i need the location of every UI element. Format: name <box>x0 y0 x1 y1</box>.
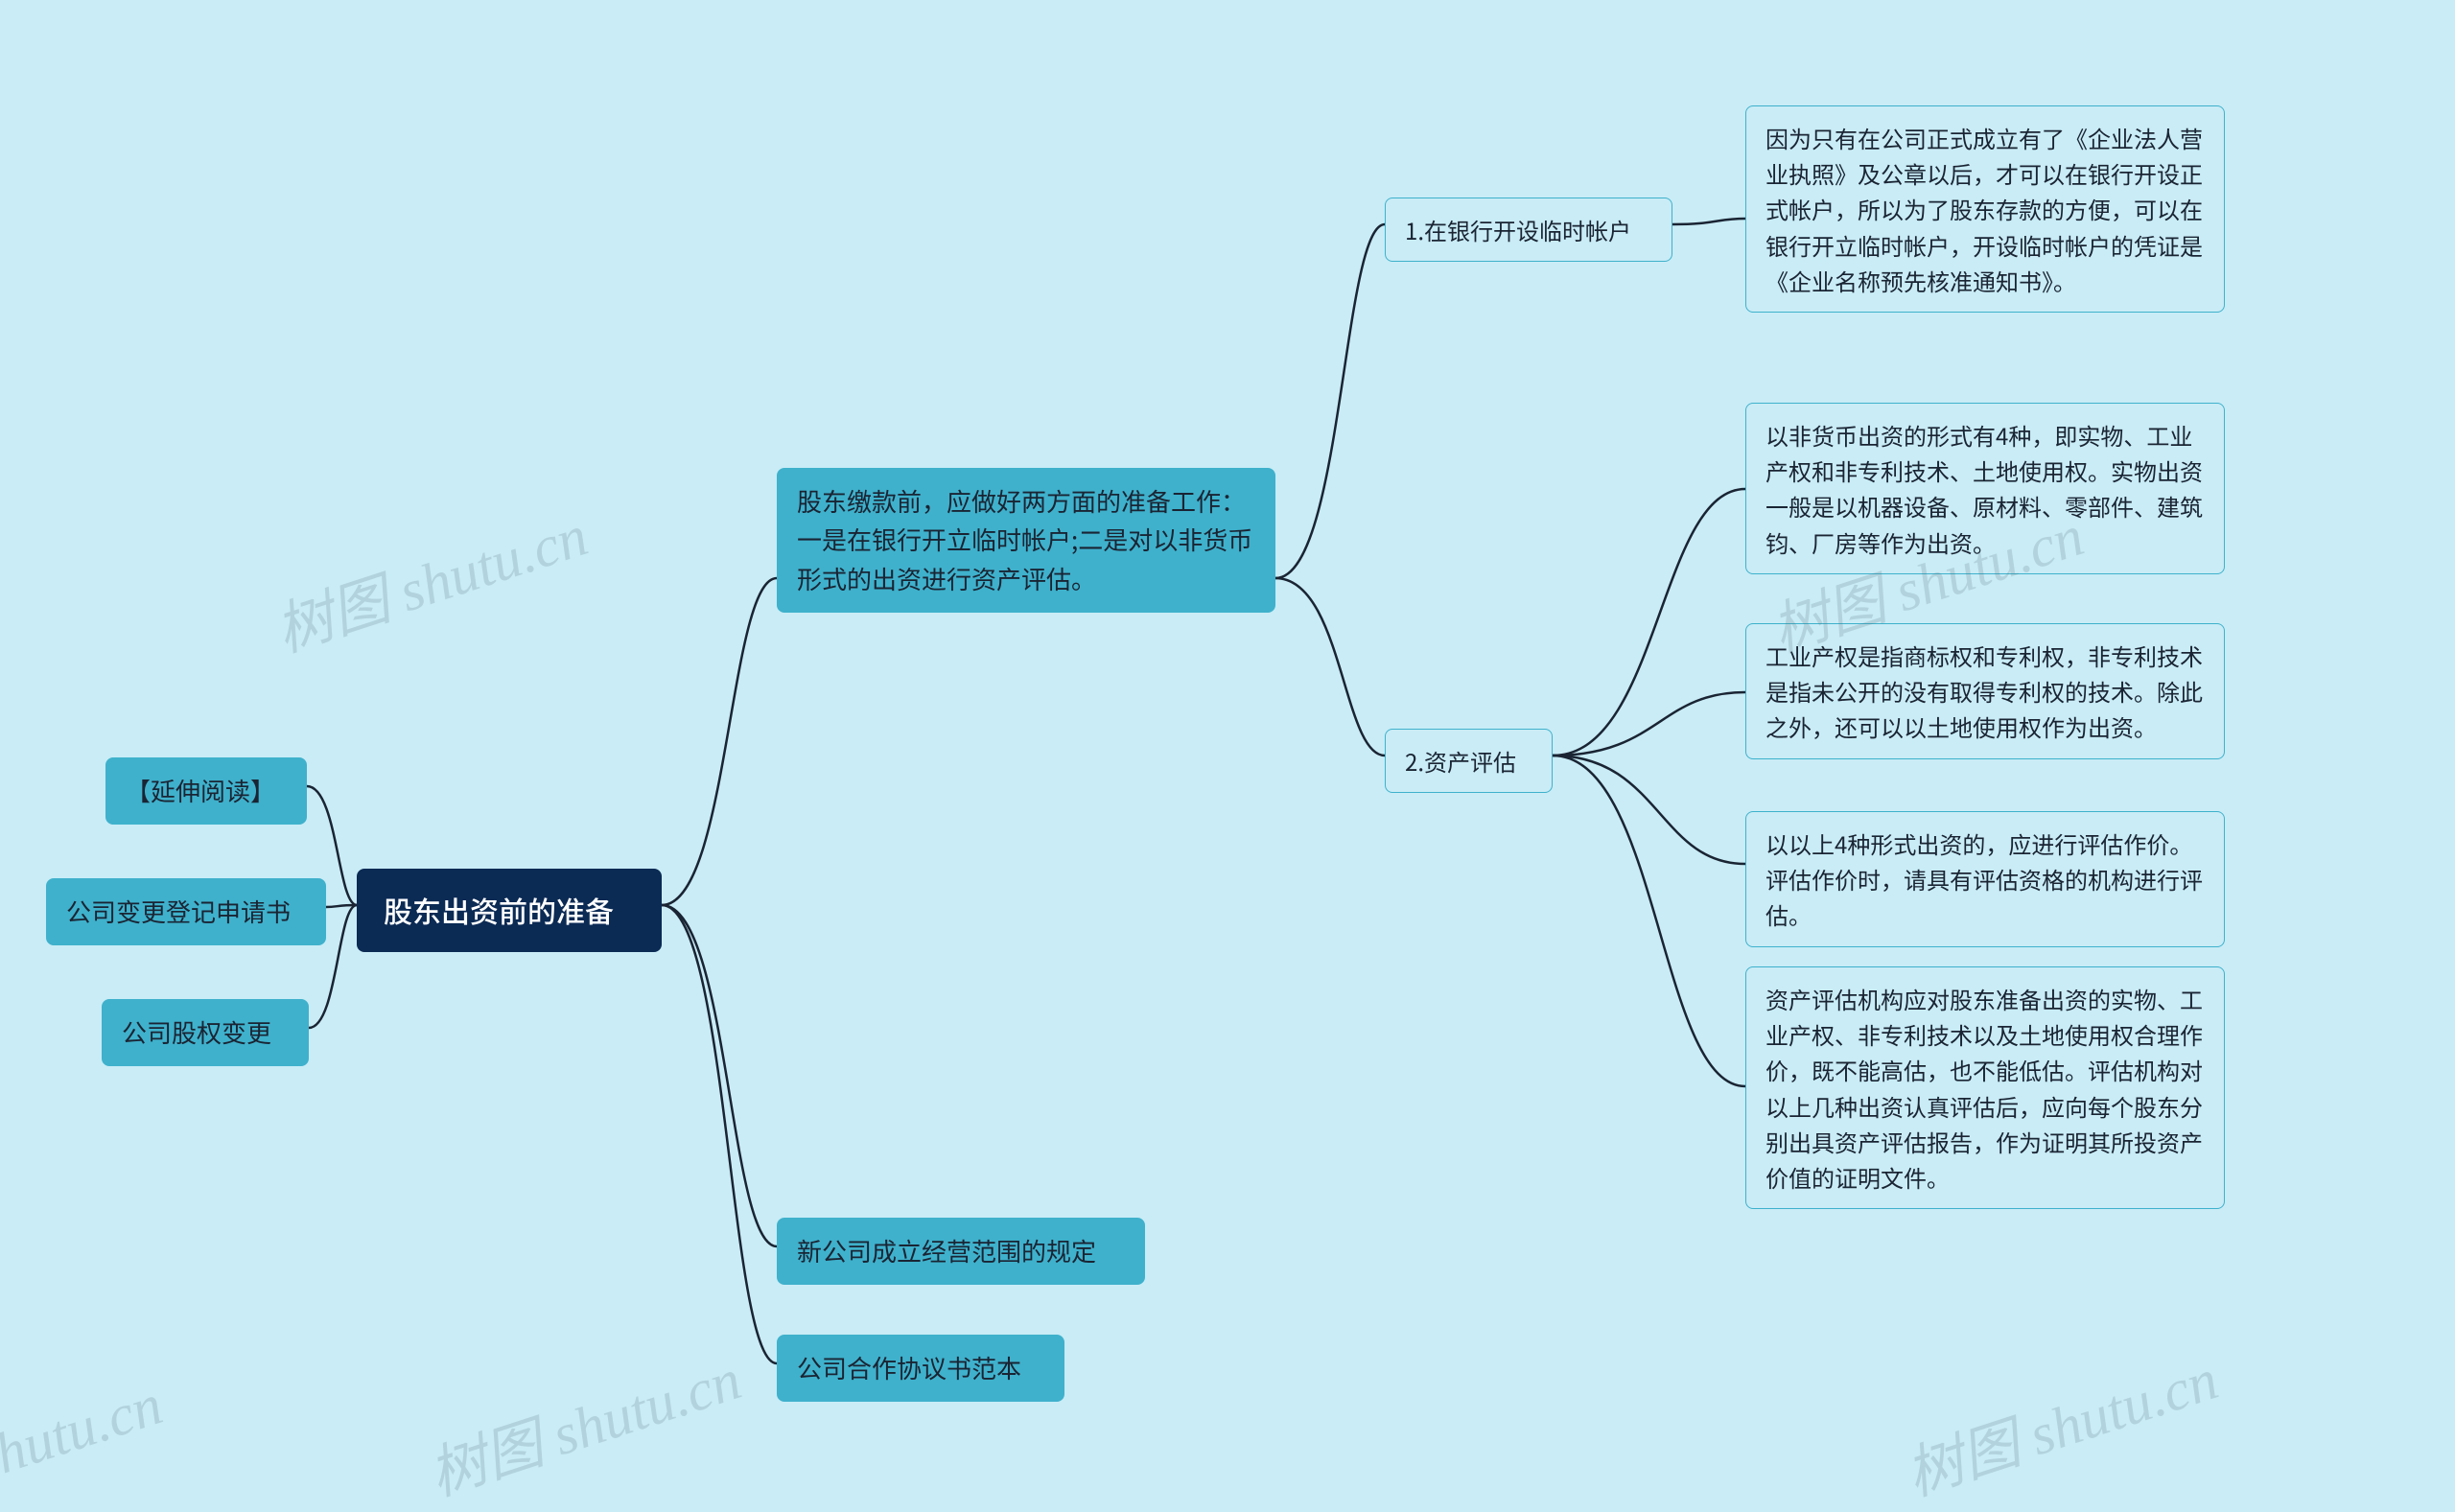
connector <box>1553 756 1745 1086</box>
right-branch-preparation[interactable]: 股东缴款前，应做好两方面的准备工作：一是在银行开立临时帐户;二是对以非货币形式的… <box>777 468 1275 613</box>
watermark-text: 树图 shutu.cn <box>264 489 596 668</box>
node-label: 【延伸阅读】 <box>126 773 275 808</box>
left-branch-registration-change[interactable]: 公司变更登记申请书 <box>46 878 326 945</box>
node-label: 股东缴款前，应做好两方面的准备工作：一是在银行开立临时帐户;二是对以非货币形式的… <box>797 483 1252 596</box>
node-label: 资产评估机构应对股东准备出资的实物、工业产权、非专利技术以及土地使用权合理作价，… <box>1765 982 2203 1194</box>
node-asset-evaluation[interactable]: 2.资产评估 <box>1385 729 1553 793</box>
connector <box>662 905 777 1363</box>
root-label: 股东出资前的准备 <box>384 889 614 931</box>
connector <box>1275 224 1385 578</box>
connector <box>1553 756 1745 864</box>
node-label: 新公司成立经营范围的规定 <box>797 1233 1096 1268</box>
connector <box>662 578 777 905</box>
right-branch-cooperation-agreement[interactable]: 公司合作协议书范本 <box>777 1335 1064 1402</box>
connector <box>326 905 357 907</box>
watermark-text: shutu.cn <box>0 1372 170 1495</box>
leaf-bank-account-detail[interactable]: 因为只有在公司正式成立有了《企业法人营业执照》及公章以后，才可以在银行开设正式帐… <box>1745 105 2225 313</box>
mindmap-canvas: 股东出资前的准备 【延伸阅读】 公司变更登记申请书 公司股权变更 股东缴款前，应… <box>0 0 2455 1465</box>
watermark-text: 树图 shutu.cn <box>1894 1333 2227 1512</box>
node-label: 公司股权变更 <box>122 1014 271 1050</box>
left-branch-extended-reading[interactable]: 【延伸阅读】 <box>105 757 307 825</box>
leaf-asset-forms[interactable]: 以非货币出资的形式有4种，即实物、工业产权和非专利技术、土地使用权。实物出资一般… <box>1745 403 2225 574</box>
node-label: 工业产权是指商标权和专利权，非专利技术是指未公开的没有取得专利权的技术。除此之外… <box>1765 639 2203 743</box>
node-label: 以以上4种形式出资的，应进行评估作价。评估作价时，请具有评估资格的机构进行评估。 <box>1765 826 2203 931</box>
node-label: 以非货币出资的形式有4种，即实物、工业产权和非专利技术、土地使用权。实物出资一般… <box>1765 418 2203 559</box>
left-branch-equity-change[interactable]: 公司股权变更 <box>102 999 309 1066</box>
leaf-evaluation-report[interactable]: 资产评估机构应对股东准备出资的实物、工业产权、非专利技术以及土地使用权合理作价，… <box>1745 966 2225 1209</box>
node-label: 2.资产评估 <box>1405 744 1516 778</box>
connector <box>1275 578 1385 756</box>
connector <box>1553 692 1745 756</box>
leaf-industrial-rights[interactable]: 工业产权是指商标权和专利权，非专利技术是指未公开的没有取得专利权的技术。除此之外… <box>1745 623 2225 759</box>
connector <box>1672 219 1745 224</box>
node-label: 公司变更登记申请书 <box>66 894 291 929</box>
right-branch-business-scope[interactable]: 新公司成立经营范围的规定 <box>777 1218 1145 1285</box>
node-label: 1.在银行开设临时帐户 <box>1405 213 1631 246</box>
connector <box>662 905 777 1246</box>
node-label: 因为只有在公司正式成立有了《企业法人营业执照》及公章以后，才可以在银行开设正式帐… <box>1765 121 2203 297</box>
watermark-text: 树图 shutu.cn <box>417 1333 750 1512</box>
node-label: 公司合作协议书范本 <box>797 1350 1021 1385</box>
root-node[interactable]: 股东出资前的准备 <box>357 869 662 952</box>
node-bank-account[interactable]: 1.在银行开设临时帐户 <box>1385 198 1672 262</box>
connector <box>1553 489 1745 756</box>
leaf-evaluation-pricing[interactable]: 以以上4种形式出资的，应进行评估作价。评估作价时，请具有评估资格的机构进行评估。 <box>1745 811 2225 947</box>
